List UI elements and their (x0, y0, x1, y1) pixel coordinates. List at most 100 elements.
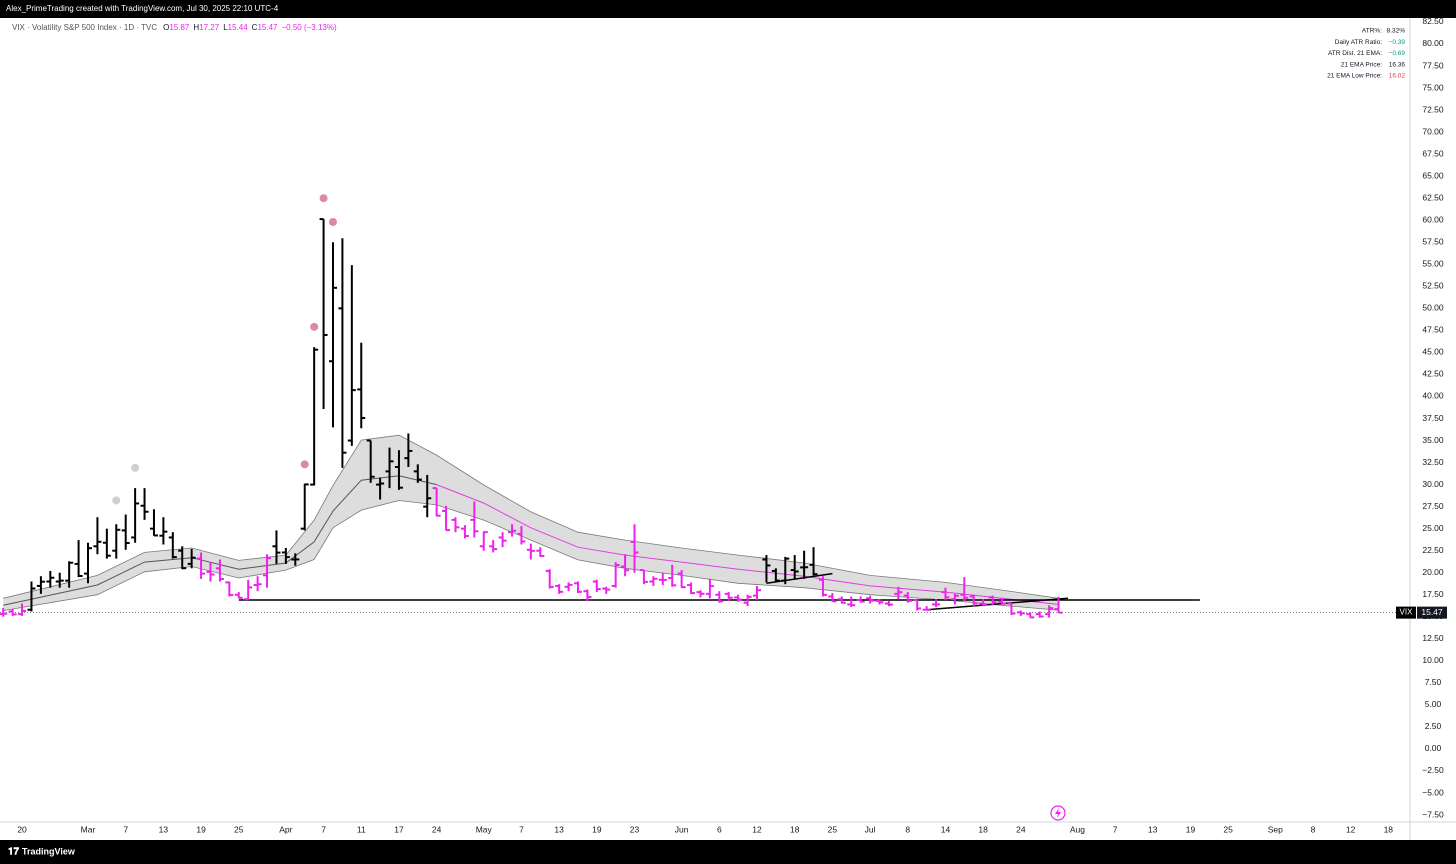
ohlc-bar (460, 525, 469, 539)
plot-area (0, 194, 1410, 619)
ohlc-bar (178, 546, 187, 570)
ohlc-bar (272, 530, 281, 564)
x-tick-label: 19 (196, 824, 206, 834)
ohlc-bar (489, 540, 498, 553)
ohlc-bar (442, 505, 451, 532)
ohlc-bar (291, 553, 300, 566)
ohlc-bar (875, 599, 884, 605)
ohlc-bar (225, 581, 234, 597)
ohlc-bar (856, 596, 865, 603)
ohlc-bar (376, 477, 385, 500)
price-label-bg (1417, 606, 1447, 619)
ohlc-bar (1026, 612, 1035, 619)
y-tick-label: 17.50 (1422, 589, 1444, 599)
ohlc-bar (470, 501, 479, 538)
stat-value: −0.39 (1389, 39, 1406, 46)
y-tick-label: 42.50 (1422, 369, 1444, 379)
stat-value: 8.32% (1387, 28, 1406, 35)
ohlc-bar (187, 548, 196, 569)
ohlc-bar (357, 342, 366, 429)
x-tick-label: Sep (1268, 824, 1283, 834)
x-tick-label: 14 (941, 824, 951, 834)
ohlc-bar (8, 608, 17, 616)
y-tick-label: 50.00 (1422, 303, 1444, 313)
ohlc-bar (837, 596, 846, 604)
band-upper (3, 434, 1059, 599)
x-tick-label: 25 (1223, 824, 1233, 834)
credit: Alex_PrimeTrading created with TradingVi… (6, 4, 279, 13)
ohlc-bar (950, 593, 959, 605)
ohlc-bar (36, 576, 45, 594)
ohlc-bar (649, 576, 658, 586)
ohlc-bar (639, 569, 648, 585)
ema-line (436, 484, 1059, 605)
x-tick-label: 20 (17, 824, 27, 834)
bottom-bar (0, 840, 1456, 864)
ohlc-bar (385, 447, 394, 489)
ohlc-bar (1035, 611, 1044, 618)
y-tick-label: 30.00 (1422, 479, 1444, 489)
y-tick-label: 47.50 (1422, 325, 1444, 335)
x-tick-label: 25 (234, 824, 244, 834)
y-tick-label: 20.00 (1422, 567, 1444, 577)
x-tick-label: 13 (554, 824, 564, 834)
ohlc-bar (941, 587, 950, 601)
x-tick-label: 11 (357, 824, 366, 834)
logo-mark: 𝟏𝟕 (8, 847, 20, 858)
price-label-symbol: VIX (1400, 608, 1414, 617)
ohlc-bar (903, 592, 912, 603)
y-tick-label: 7.50 (1425, 677, 1442, 687)
x-tick-label: Apr (279, 824, 292, 834)
ohlc-bar (0, 607, 8, 617)
ohlc-bar (988, 595, 997, 606)
y-tick-label: 55.00 (1422, 259, 1444, 269)
ohlc-bar (74, 540, 83, 578)
y-tick-label: 62.50 (1422, 192, 1444, 202)
signal-dot (131, 463, 140, 472)
ohlc-bar (630, 524, 639, 573)
ohlc-bar (677, 570, 686, 589)
ohlc-bar (432, 487, 441, 517)
ohlc-bar (206, 562, 215, 582)
ohlc-bar (300, 483, 309, 531)
ohlc-bar (479, 531, 488, 551)
signal-dot (319, 194, 328, 203)
x-tick-label: 7 (1113, 824, 1118, 834)
ohlc-bar (366, 439, 375, 483)
ohlc-bar (536, 547, 545, 557)
ohlc-bar (602, 586, 611, 594)
y-tick-label: −2.50 (1422, 765, 1444, 775)
x-tick-label: Jul (865, 824, 876, 834)
ohlc-bar (734, 594, 743, 602)
stat-value: 16.02 (1389, 73, 1406, 80)
ohlc-bar (724, 592, 733, 601)
stats-table: ATR%: 8.32% Daily ATR Ratio: −0.39 ATR Dist.… (1327, 28, 1405, 80)
ohlc-bar (413, 464, 422, 483)
event-icon[interactable] (1050, 805, 1066, 821)
ohlc-bar (253, 576, 262, 592)
ohlc-value: 15.47 (257, 23, 278, 32)
ohlc-bar (1016, 610, 1025, 616)
ohlc-bar (1054, 596, 1063, 614)
ohlc-bar (1045, 605, 1054, 618)
y-tick-label: 25.00 (1422, 523, 1444, 533)
ohlc-bar (149, 509, 158, 537)
ohlc-bar (583, 589, 592, 601)
stat-value: −0.69 (1389, 50, 1406, 57)
x-tick-label: May (476, 824, 493, 834)
price-label: 15.47 (1421, 607, 1443, 617)
y-tick-label: 12.50 (1422, 633, 1444, 643)
ohlc-bar (687, 582, 696, 595)
ohlc-bar (611, 562, 620, 588)
ohlc-bar (65, 561, 74, 588)
ohlc-bar (234, 592, 243, 599)
ohlc-bar (564, 582, 573, 592)
ohlc-bar (498, 532, 507, 548)
x-tick-label: 8 (905, 824, 910, 834)
ohlc-bar (451, 517, 460, 533)
ohlc-bar (969, 594, 978, 607)
trend-line (766, 572, 833, 585)
y-tick-label: −5.00 (1422, 787, 1444, 797)
signal-dot (328, 217, 337, 226)
ohlc-bar (121, 514, 130, 550)
